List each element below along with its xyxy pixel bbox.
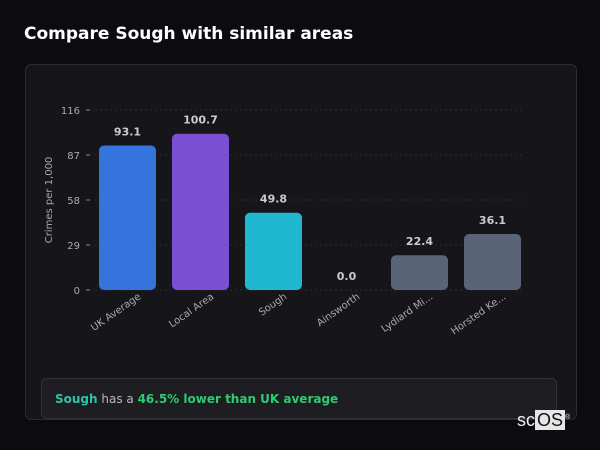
summary-middle: has a (97, 392, 138, 406)
x-tick-label: UK Average (89, 291, 143, 333)
y-tick-label: 29 (67, 241, 80, 252)
data-label: 100.7 (183, 114, 218, 127)
bar (391, 255, 448, 290)
x-tick-label: Horsted Ke... (449, 291, 508, 337)
y-tick-label: 87 (67, 151, 80, 162)
y-tick-label: 116 (61, 106, 80, 117)
page-title: Compare Sough with similar areas (24, 24, 354, 44)
bar (464, 233, 521, 290)
bar (172, 133, 229, 290)
y-tick-label: 58 (67, 196, 80, 207)
y-axis-label: Crimes per 1,000 (44, 157, 55, 244)
x-tick-label: Local Area (167, 291, 216, 330)
bar (99, 145, 156, 290)
data-label: 93.1 (114, 126, 141, 139)
x-tick-label: Lydiard Mi... (380, 291, 436, 335)
summary-box: Sough has a 46.5% lower than UK average (41, 378, 557, 419)
data-label: 49.8 (260, 193, 287, 206)
y-tick-label: 0 (74, 286, 80, 297)
data-label: 0.0 (337, 270, 357, 283)
x-tick-label: Ainsworth (315, 291, 362, 329)
x-tick-label: Sough (257, 291, 289, 318)
data-label: 22.4 (406, 235, 433, 248)
summary-comparison: 46.5% lower than UK average (137, 392, 339, 406)
bar (245, 212, 302, 290)
logo: sc OS ® (517, 410, 571, 430)
summary-area: Sough (55, 392, 98, 406)
data-label: 36.1 (479, 214, 506, 227)
